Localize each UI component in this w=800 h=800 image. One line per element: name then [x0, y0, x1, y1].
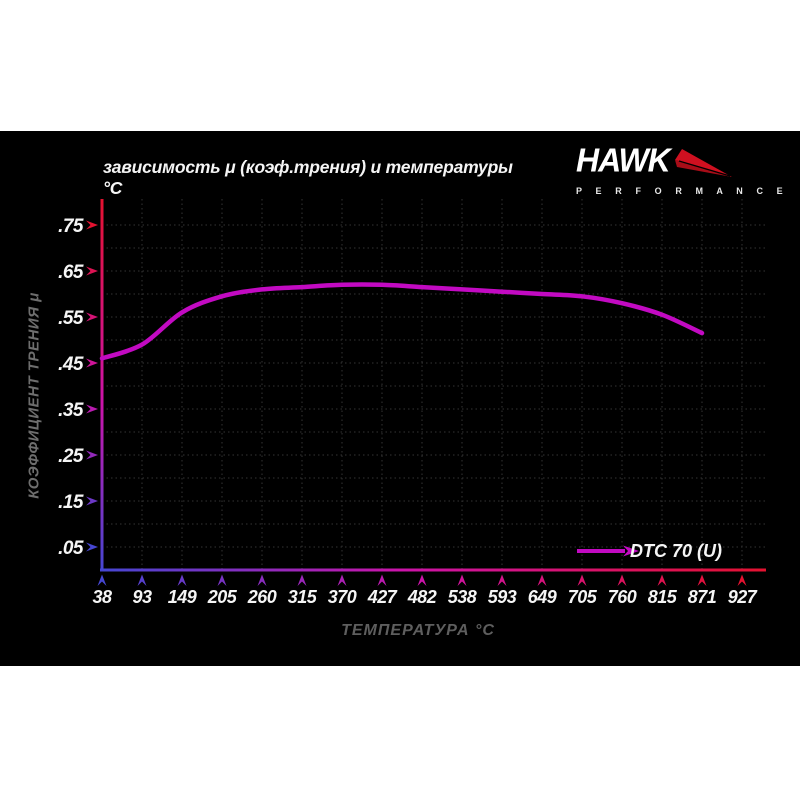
- x-tick-label: 649: [528, 587, 557, 607]
- y-tick-label: .65: [58, 262, 84, 283]
- x-tick-arrow-icon: [257, 574, 267, 586]
- x-tick-arrow-icon: [737, 574, 747, 586]
- x-tick-label: 38: [92, 587, 112, 607]
- x-tick-label: 260: [247, 587, 277, 607]
- y-tick-arrow-icon: [86, 404, 98, 414]
- y-axis-title: КОЭФФИЦИЕНТ ТРЕНИЯ μ: [25, 292, 43, 499]
- x-tick-label: 815: [648, 587, 678, 607]
- y-tick-label: .25: [58, 446, 84, 467]
- x-tick-label: 427: [367, 587, 398, 607]
- x-tick-arrow-icon: [457, 574, 467, 586]
- y-tick-arrow-icon: [86, 220, 98, 230]
- legend-line-icon: [577, 545, 639, 557]
- x-tick-arrow-icon: [137, 574, 147, 586]
- hawk-logo: HAWK P E R F O R M A N C E: [576, 141, 789, 196]
- x-tick-label: 93: [132, 587, 152, 607]
- x-tick-label: 593: [488, 587, 517, 607]
- y-tick-arrow-icon: [86, 266, 98, 276]
- grid: [102, 199, 766, 570]
- x-tick-arrow-icon: [97, 574, 107, 586]
- chart-title: зависимость μ (коэф.трения) и температур…: [103, 157, 513, 198]
- legend-label: DTC 70 (U): [630, 541, 723, 561]
- x-tick-label: 927: [728, 587, 758, 607]
- y-tick-arrow-icon: [86, 542, 98, 552]
- y-tick-label: .45: [58, 354, 84, 375]
- x-tick-arrow-icon: [577, 574, 587, 586]
- x-tick-arrow-icon: [177, 574, 187, 586]
- y-tick-label: .35: [58, 400, 84, 421]
- x-tick-label: 205: [207, 587, 238, 607]
- y-tick-arrow-icon: [86, 312, 98, 322]
- x-tick-label: 315: [288, 587, 318, 607]
- x-tick-arrow-icon: [497, 574, 507, 586]
- x-tick-label: 370: [328, 587, 357, 607]
- hawk-logo-name: HAWK: [576, 141, 671, 179]
- x-tick-arrow-icon: [657, 574, 667, 586]
- hawk-logo-swoosh-icon: [674, 149, 732, 177]
- x-tick-arrow-icon: [697, 574, 707, 586]
- x-tick-arrow-icon: [377, 574, 387, 586]
- y-tick-arrow-icon: [86, 450, 98, 460]
- x-tick-arrow-icon: [217, 574, 227, 586]
- y-tick-arrow-icon: [86, 496, 98, 506]
- x-tick-label: 149: [168, 587, 197, 607]
- x-tick-arrow-icon: [417, 574, 427, 586]
- x-tick-label: 760: [608, 587, 637, 607]
- chart-panel: [0, 131, 800, 666]
- y-tick-label: .05: [58, 538, 84, 559]
- x-tick-arrow-icon: [297, 574, 307, 586]
- x-tick-arrow-icon: [617, 574, 627, 586]
- y-tick-label: .55: [58, 308, 84, 329]
- y-tick-label: .15: [58, 492, 84, 513]
- x-tick-label: 538: [448, 587, 477, 607]
- x-tick-arrow-icon: [537, 574, 547, 586]
- dtc70-curve: [99, 282, 705, 361]
- x-tick-label: 482: [407, 587, 437, 607]
- x-axis-title: ТЕМПЕРАТУРА °C: [341, 622, 495, 639]
- y-tick-label: .75: [58, 216, 84, 237]
- y-tick-arrow-icon: [86, 358, 98, 368]
- x-tick-arrow-icon: [337, 574, 347, 586]
- hawk-logo-tagline: P E R F O R M A N C E: [576, 186, 789, 196]
- x-tick-label: 871: [688, 587, 717, 607]
- x-tick-label: 705: [568, 587, 598, 607]
